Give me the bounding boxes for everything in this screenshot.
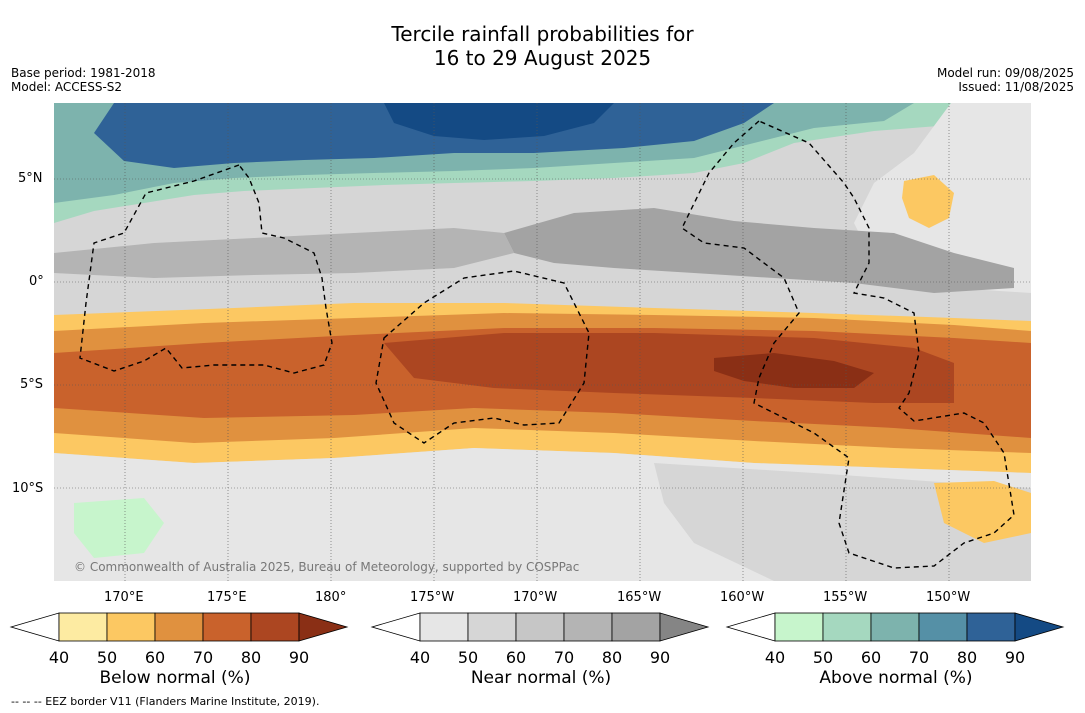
colorbar-below-max-arrow	[298, 612, 349, 642]
above-normal-region-90	[384, 103, 614, 140]
colorbar-above-tick-0: 40	[765, 648, 785, 667]
colorbar-above-tick-3: 70	[909, 648, 929, 667]
lon-label-175e: 175°E	[207, 590, 247, 605]
lat-label-5s: 5°S	[20, 377, 44, 392]
colorbar-near-tick-3: 70	[554, 648, 574, 667]
colorbar-above-max-arrow	[1014, 612, 1065, 642]
near-normal-band-dark	[504, 208, 1014, 293]
below-normal-isolated	[902, 175, 954, 228]
colorbar-below-tick-4: 80	[241, 648, 261, 667]
colorbar-near-swatch-4	[611, 612, 661, 642]
eez-borders	[79, 120, 1015, 569]
lon-label-170w: 170°W	[513, 590, 558, 605]
issued-date: Issued: 11/08/2025	[958, 80, 1074, 94]
colorbar-near-tick-4: 80	[602, 648, 622, 667]
colorbar-label-near: Near normal (%)	[470, 668, 612, 688]
colorbar-below-tick-3: 70	[193, 648, 213, 667]
colorbar-below-tick-5: 90	[289, 648, 309, 667]
colorbar-above-swatch-1	[822, 612, 872, 642]
meta-right: Model run: 09/08/2025 Issued: 11/08/2025	[937, 66, 1074, 94]
colorbar-near-min-arrow	[370, 612, 421, 642]
colorbar-above-tick-1: 50	[813, 648, 833, 667]
colorbar-label-above: Above normal (%)	[819, 668, 973, 688]
colorbar-below-swatch-1	[106, 612, 156, 642]
colorbar-below-swatch-4	[250, 612, 300, 642]
colorbar-above-swatch-4	[966, 612, 1016, 642]
lon-label-165w: 165°W	[617, 590, 662, 605]
colorbar-below-swatch-0	[58, 612, 108, 642]
colorbar-legends: 40 50 60 70 80 90 40 50 60 70 80 90 40 50 60 70 80 90	[9, 612, 1065, 667]
model-run: Model run: 09/08/2025	[936, 66, 1074, 80]
colorbar-above-swatch-0	[774, 612, 824, 642]
lat-label-10s: 10°S	[12, 481, 44, 496]
colorbar-near-tick-5: 90	[650, 648, 670, 667]
near-normal-band-mid	[54, 228, 514, 278]
colorbar-near-swatch-1	[467, 612, 517, 642]
colorbar-above-swatch-2	[870, 612, 920, 642]
colorbar-near-swatch-2	[515, 612, 565, 642]
below-normal-90	[714, 353, 874, 388]
rainfall-probability-map: © Commonwealth of Australia 2025, Bureau…	[54, 103, 1031, 581]
colorbar-above-tick-4: 80	[957, 648, 977, 667]
lon-label-175w: 175°W	[410, 590, 455, 605]
colorbar-label-below: Below normal (%)	[99, 668, 251, 688]
lon-label-160w: 160°W	[720, 590, 765, 605]
colorbar-above-min-arrow	[725, 612, 776, 642]
colorbar-near-tick-1: 50	[458, 648, 478, 667]
eez-footnote: -- -- -- EEZ border V11 (Flanders Marine…	[11, 695, 320, 708]
colorbar-above-tick-5: 90	[1005, 648, 1025, 667]
below-normal-south-patch	[934, 481, 1031, 543]
colorbar-below-tick-1: 50	[97, 648, 117, 667]
above-normal-south	[74, 498, 164, 558]
meta-left: Base period: 1981-2018 Model: ACCESS-S2	[11, 66, 156, 94]
colorbar-below-swatch-3	[202, 612, 252, 642]
colorbar-below-swatch-2	[154, 612, 204, 642]
copyright-notice: © Commonwealth of Australia 2025, Bureau…	[74, 560, 579, 574]
map-title: Tercile rainfall probabilities for 16 to…	[0, 22, 1085, 70]
title-line-2: 16 to 29 August 2025	[433, 46, 652, 70]
colorbar-near-swatch-0	[419, 612, 469, 642]
lat-label-5n: 5°N	[18, 171, 43, 186]
lon-label-155w: 155°W	[823, 590, 868, 605]
base-period: Base period: 1981-2018	[11, 66, 156, 80]
lon-label-170e: 170°E	[104, 590, 144, 605]
colorbar-near-tick-0: 40	[410, 648, 430, 667]
lat-label-0: 0°	[29, 274, 44, 289]
colorbar-below-tick-0: 40	[49, 648, 69, 667]
lon-label-150w: 150°W	[926, 590, 971, 605]
title-line-1: Tercile rainfall probabilities for	[391, 22, 694, 46]
colorbar-above-swatch-3	[918, 612, 968, 642]
colorbar-near-max-arrow	[659, 612, 710, 642]
colorbar-below-min-arrow	[9, 612, 60, 642]
colorbar-below-tick-2: 60	[145, 648, 165, 667]
colorbar-above-tick-2: 60	[861, 648, 881, 667]
colorbar-near-swatch-3	[563, 612, 613, 642]
lon-label-180: 180°	[315, 590, 347, 605]
model-name: Model: ACCESS-S2	[11, 80, 123, 94]
graticule	[54, 103, 1031, 581]
colorbar-near-tick-2: 60	[506, 648, 526, 667]
